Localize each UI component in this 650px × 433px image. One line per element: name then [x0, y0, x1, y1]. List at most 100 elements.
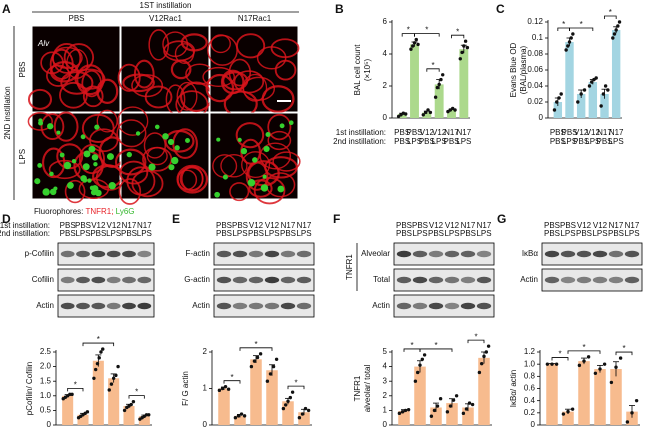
y-tick-label: 0 [383, 113, 388, 122]
alveolus-outline [233, 70, 265, 94]
bar [234, 415, 246, 425]
data-point [70, 392, 74, 397]
data-point [552, 108, 557, 112]
x-category-label: V12 [107, 221, 122, 230]
x-category-label: LPS [137, 229, 152, 238]
neutrophil [95, 189, 102, 197]
blot-band [264, 302, 280, 310]
blot-band [137, 276, 152, 284]
y-tick-label: 1.2 [524, 347, 536, 356]
alveolus-outline [205, 73, 235, 103]
bar [282, 401, 294, 425]
data-point [265, 379, 270, 383]
blot-band [428, 276, 444, 284]
data-point [255, 355, 260, 360]
significance-bracket [223, 380, 241, 384]
neutrophil [37, 163, 43, 168]
bar [588, 82, 598, 118]
data-point [566, 409, 570, 414]
data-point [550, 362, 554, 366]
data-point [220, 386, 225, 391]
micrograph [209, 112, 299, 200]
neutrophil [38, 118, 43, 123]
data-point [453, 108, 457, 112]
x-category-label: V12 [249, 221, 264, 230]
data-point [111, 376, 116, 380]
neutrophil [148, 163, 156, 171]
bar [578, 361, 590, 425]
bar [562, 411, 574, 425]
data-point [404, 112, 408, 116]
data-point [283, 403, 288, 407]
blot-band [412, 276, 428, 284]
data-point [286, 399, 290, 403]
x-category-label: N17 [444, 128, 459, 137]
y-tick-label: 0.2 [524, 408, 536, 417]
x-category-label: PBS [248, 229, 264, 238]
data-point [429, 414, 434, 418]
alveolus-outline [265, 172, 296, 198]
data-point [435, 85, 440, 90]
x-category-label: PBS [573, 137, 589, 146]
x-category-label: PBS [121, 229, 137, 238]
data-point [464, 407, 469, 411]
data-point [554, 362, 559, 366]
blot-label: Actin [520, 275, 538, 284]
neutrophil [288, 120, 294, 126]
significance-star: * [580, 20, 583, 29]
data-point [441, 73, 445, 77]
x-category-label: PBS [60, 229, 76, 238]
column-label: N17Rac1 [238, 14, 272, 23]
blot-band [444, 276, 460, 284]
significance-star: * [74, 380, 77, 389]
y-tick-label: 0.1 [532, 33, 544, 42]
x-category-label: V12 [429, 221, 444, 230]
x-row-label: 2nd instillation: [0, 229, 50, 238]
alveolus-outline [272, 151, 301, 172]
neutrophil [168, 164, 175, 171]
alveolus-outline [202, 66, 236, 88]
data-point [461, 411, 466, 416]
data-point [397, 411, 402, 416]
neutrophil [260, 184, 269, 192]
blot-band [76, 250, 90, 258]
data-point [415, 370, 420, 375]
alveolus-outline [180, 33, 208, 52]
x-category-label: N17 [297, 221, 312, 230]
bar [422, 112, 432, 118]
data-point [233, 416, 238, 420]
significance-star: * [456, 27, 459, 36]
blot-band [248, 276, 264, 284]
legend-entry: Ly6G [116, 207, 135, 216]
data-point [566, 44, 570, 48]
data-point [147, 413, 151, 417]
data-point [258, 352, 263, 356]
blot-strip [213, 294, 315, 318]
data-point [630, 411, 634, 415]
alveolus-outline [116, 119, 147, 148]
blot-band [264, 276, 280, 284]
blot-band [280, 302, 296, 310]
data-point [109, 382, 114, 386]
neutrophil [82, 178, 88, 183]
neutrophil [252, 157, 258, 163]
x-category-label: LPS [592, 229, 607, 238]
data-point [433, 95, 438, 99]
data-point [400, 410, 405, 414]
data-point [590, 80, 594, 84]
y-tick-label: 2 [203, 347, 208, 356]
data-point [603, 84, 608, 88]
data-point [249, 364, 254, 369]
neutrophil [34, 178, 41, 185]
x-category-label: V12 [445, 221, 460, 230]
y-tick-label: 1 [383, 406, 388, 415]
blot-strip [393, 294, 495, 318]
blot-band [60, 276, 75, 284]
blot-band [396, 250, 412, 258]
blot-label: Actin [192, 301, 210, 310]
data-point [577, 363, 582, 368]
y-tick-label: 2.0 [40, 362, 52, 371]
data-point [570, 407, 575, 411]
x-category-label: PBS [394, 137, 410, 146]
x-category-label: LPS [609, 137, 624, 146]
